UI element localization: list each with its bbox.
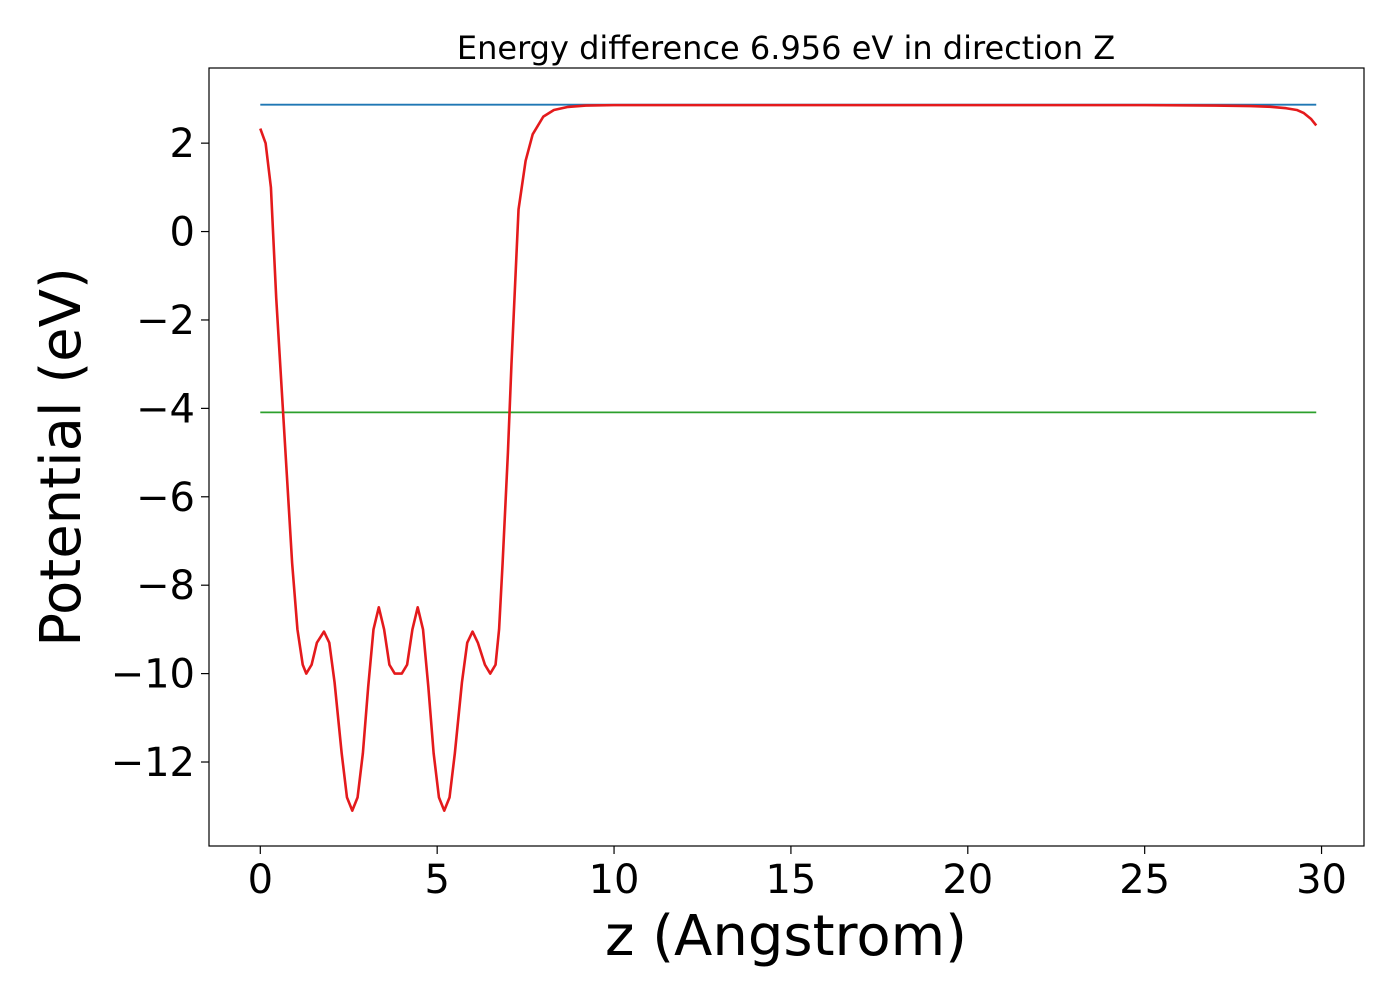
chart-title: Energy difference 6.956 eV in direction … [457,29,1115,67]
x-tick-label: 0 [248,857,273,903]
y-tick-label: −4 [136,386,195,432]
y-tick-label: −2 [136,298,195,344]
x-tick-label: 15 [765,857,816,903]
x-tick-label: 20 [942,857,993,903]
series-layer [259,103,1318,812]
x-tick-label: 5 [424,857,449,903]
x-tick-label: 25 [1119,857,1170,903]
y-tick-label: −6 [136,475,195,521]
plot-frame [208,67,1365,847]
x-axis-ticks: 0 5 10 15 20 25 30 [248,846,1347,903]
y-tick-label: −8 [136,563,195,609]
y-axis-ticks: 2 0 −2 −4 −6 −8 −10 −12 [111,121,209,786]
series-line-3 [259,103,1318,812]
y-tick-label: 0 [170,210,195,256]
x-tick-label: 10 [589,857,640,903]
y-tick-label: −12 [111,740,195,786]
y-axis-label: Potential (eV) [29,267,94,647]
y-tick-label: −10 [111,652,195,698]
x-tick-label: 30 [1296,857,1347,903]
x-axis-label: z (Angstrom) [605,904,967,969]
y-tick-label: 2 [170,121,195,167]
